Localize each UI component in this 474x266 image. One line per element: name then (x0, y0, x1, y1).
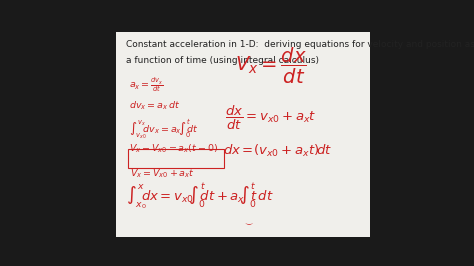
Text: $dv_x = a_x\,dt$: $dv_x = a_x\,dt$ (129, 99, 180, 112)
Text: Constant acceleration in 1-D:  deriving equations for velocity and position as: Constant acceleration in 1-D: deriving e… (127, 40, 474, 49)
Text: $V_x - V_{x0} = a_x(t - 0)$: $V_x - V_{x0} = a_x(t - 0)$ (129, 143, 218, 155)
Text: $a_x = \frac{dv_x}{dt}$: $a_x = \frac{dv_x}{dt}$ (129, 77, 164, 95)
Text: $\smile$: $\smile$ (243, 218, 255, 227)
Text: $\dfrac{dx}{dt} = v_{x0} + a_x t$: $\dfrac{dx}{dt} = v_{x0} + a_x t$ (225, 104, 317, 132)
Bar (116, 32, 370, 237)
Text: $\int_{v_{x0}}^{v_x}\!\!dv_x = a_x\!\int_0^t\!\!dt$: $\int_{v_{x0}}^{v_x}\!\!dv_x = a_x\!\int… (129, 118, 199, 141)
Text: a function of time (using integral calculus): a function of time (using integral calcu… (127, 56, 319, 65)
Text: $V_x = V_{x0} + a_x t$: $V_x = V_{x0} + a_x t$ (130, 167, 195, 180)
Text: $\int_{x_0}^{x}\!\!dx = v_{x0}\!\!\int_0^t\!\!dt + a_x\!\!\int_0^t\!\!t\,dt$: $\int_{x_0}^{x}\!\!dx = v_{x0}\!\!\int_0… (127, 181, 274, 212)
Text: $V_x = \dfrac{dx}{dt}$: $V_x = \dfrac{dx}{dt}$ (235, 46, 307, 86)
Bar (128, 149, 225, 168)
Text: $dx = \!\left(v_{x0} + a_x t\right)\!dt$: $dx = \!\left(v_{x0} + a_x t\right)\!dt$ (223, 143, 332, 159)
